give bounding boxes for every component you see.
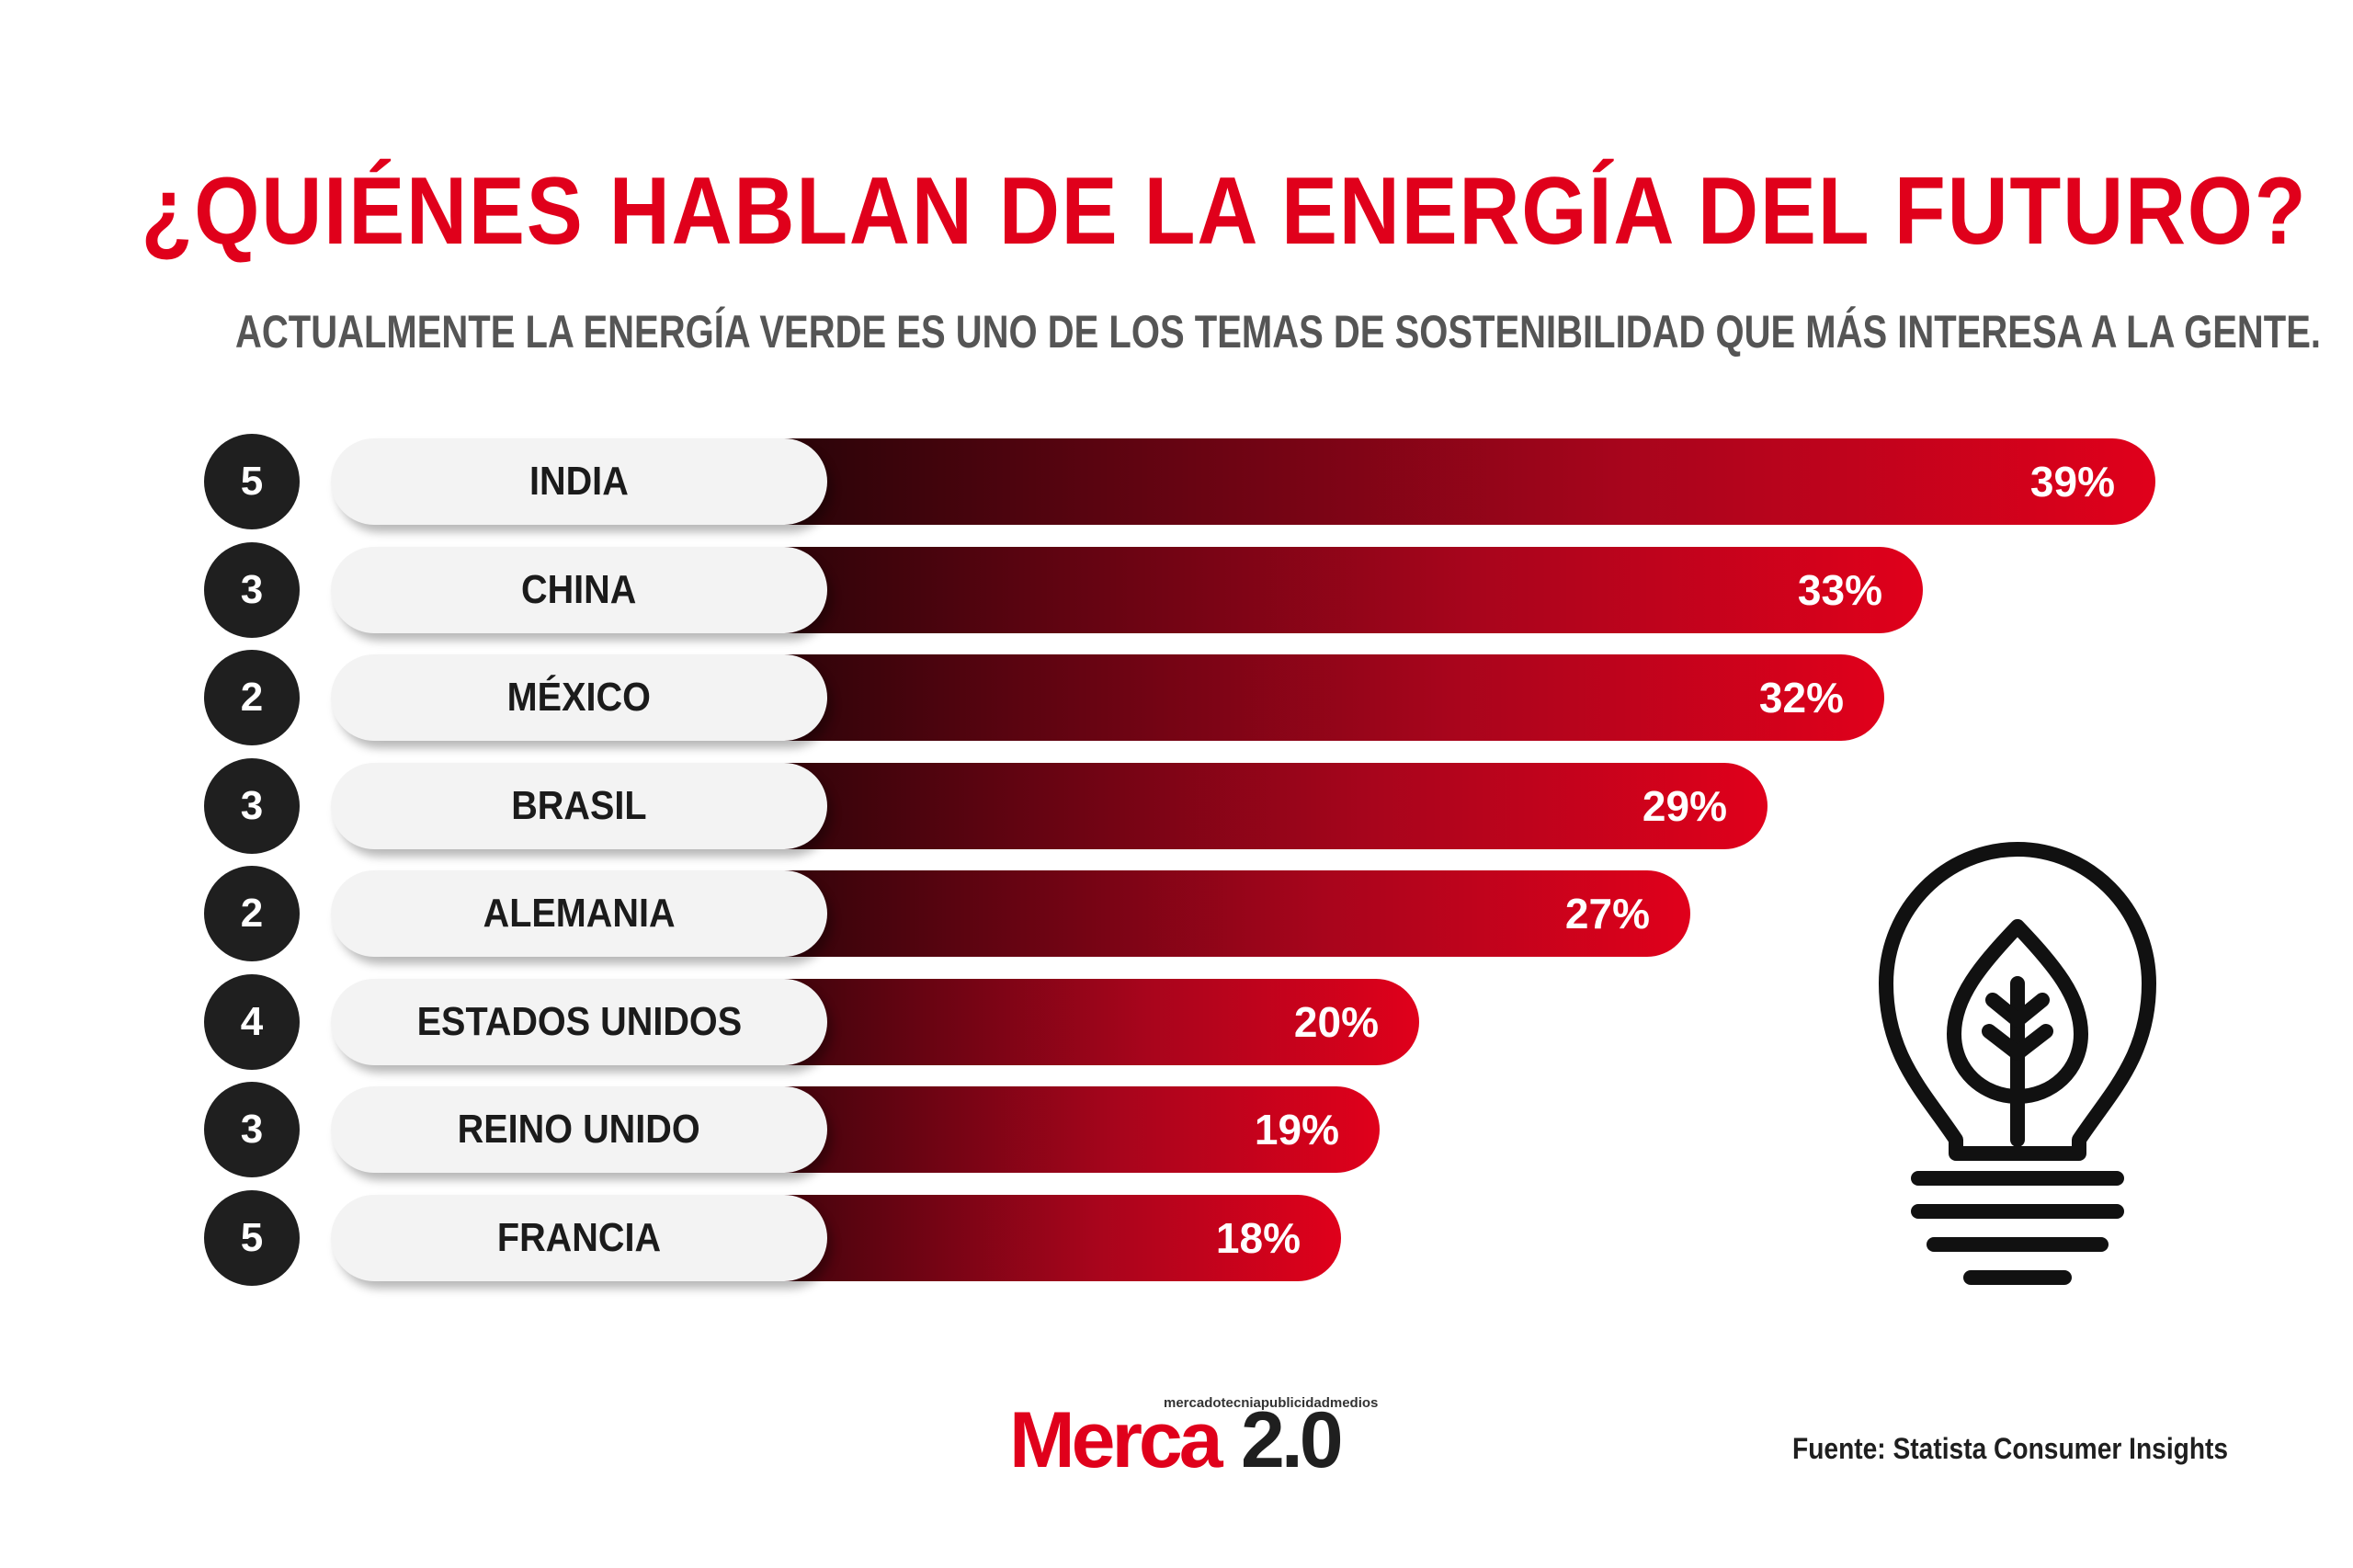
page-subtitle: ACTUALMENTE LA ENERGÍA VERDE ES UNO DE L… — [235, 306, 2322, 358]
category-label: ALEMANIA — [331, 870, 827, 957]
bar: 39% — [643, 438, 2155, 525]
bar-chart: 5 39% INDIA 3 33% CHINA 2 32% MÉXICO 3 29% BRASIL 2 2… — [204, 434, 2155, 1286]
category-label: BRASIL — [331, 763, 827, 849]
bar-value-label: 33% — [1797, 566, 1882, 614]
rank-badge: 2 — [204, 650, 300, 745]
category-label: ESTADOS UNIDOS — [331, 979, 827, 1065]
category-label-text: INDIA — [529, 459, 629, 504]
category-label-text: ESTADOS UNIDOS — [416, 999, 742, 1044]
page-title: ¿QUIÉNES HABLAN DE LA ENERGÍA DEL FUTURO… — [141, 158, 2308, 265]
category-label-text: REINO UNIDO — [457, 1107, 701, 1152]
bar: 33% — [643, 547, 1923, 633]
rank-badge: 3 — [204, 758, 300, 854]
category-label: CHINA — [331, 547, 827, 633]
category-label-text: FRANCIA — [496, 1215, 662, 1260]
category-label-text: CHINA — [521, 567, 637, 612]
category-label-text: MÉXICO — [506, 675, 652, 720]
source-note: Fuente: Statista Consumer Insights — [1792, 1432, 2229, 1465]
bar: 32% — [643, 654, 1884, 741]
lightbulb-leaf-icon — [1879, 842, 2156, 1285]
bar-value-label: 27% — [1564, 890, 1650, 937]
logo-text-version: 2.0 — [1241, 1396, 1344, 1484]
bar-value-label: 18% — [1215, 1214, 1301, 1262]
rank-badge: 3 — [204, 542, 300, 638]
rank-badge: 2 — [204, 866, 300, 961]
bar: 29% — [643, 763, 1768, 849]
category-label: FRANCIA — [331, 1195, 827, 1281]
bar-value-label: 39% — [2029, 458, 2115, 506]
category-label-text: ALEMANIA — [483, 891, 676, 936]
category-label-text: BRASIL — [511, 783, 647, 828]
rank-badge: 5 — [204, 1190, 300, 1286]
logo-tagline: mercadotecniapublicidadmedios — [1164, 1395, 1379, 1411]
bar-value-label: 29% — [1642, 782, 1727, 830]
rank-badge: 4 — [204, 974, 300, 1070]
bar-value-label: 19% — [1254, 1106, 1339, 1153]
rank-badge: 5 — [204, 434, 300, 529]
bar-value-label: 20% — [1293, 998, 1379, 1046]
category-label: REINO UNIDO — [331, 1086, 827, 1173]
category-label: INDIA — [331, 438, 827, 525]
rank-badge: 3 — [204, 1082, 300, 1177]
logo-text-merca: Merca — [1009, 1396, 1223, 1484]
category-label: MÉXICO — [331, 654, 827, 741]
bar-value-label: 32% — [1758, 674, 1844, 722]
merca-logo: mercadotecniapublicidadmedios Merca 2.0 — [1009, 1395, 1378, 1484]
